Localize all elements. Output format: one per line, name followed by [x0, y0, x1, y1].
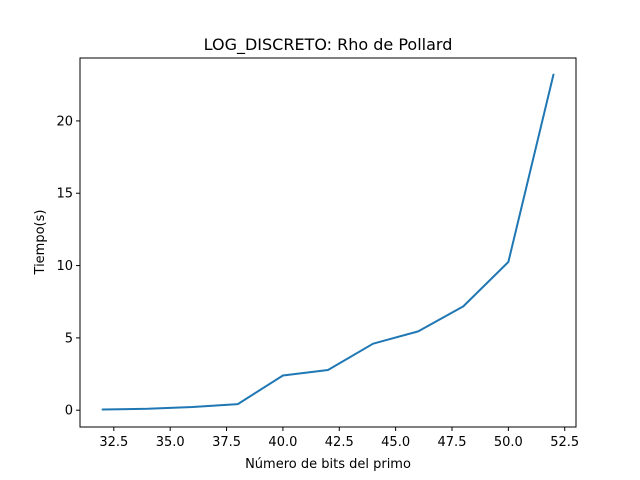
- x-axis-label: Número de bits del primo: [245, 457, 411, 472]
- x-tick-label: 37.5: [212, 435, 241, 450]
- chart-title: LOG_DISCRETO: Rho de Pollard: [204, 35, 453, 55]
- x-tick-label: 32.5: [99, 435, 128, 450]
- y-tick-label: 5: [65, 331, 73, 346]
- plot-frame: [79, 57, 577, 428]
- x-tick-label: 35.0: [156, 435, 185, 450]
- x-tick-label: 42.5: [325, 435, 354, 450]
- x-tick-label: 40.0: [268, 435, 297, 450]
- plot-area: [101, 73, 555, 411]
- x-tick-label: 50.0: [494, 435, 523, 450]
- x-tick-label: 47.5: [438, 435, 467, 450]
- y-tick-label: 0: [65, 404, 73, 419]
- y-tick-label: 20: [56, 114, 73, 129]
- y-tick-label: 10: [56, 259, 73, 274]
- x-tick-label: 52.5: [550, 435, 579, 450]
- x-tick-label: 45.0: [381, 435, 410, 450]
- y-tick-label: 15: [56, 187, 73, 202]
- y-axis-label: Tiempo(s): [33, 210, 48, 276]
